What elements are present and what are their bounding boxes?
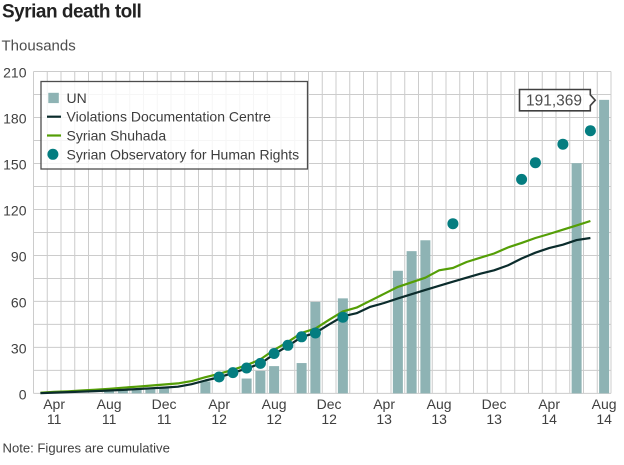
svg-text:60: 60 xyxy=(11,295,27,311)
svg-text:Dec: Dec xyxy=(317,396,342,412)
svg-text:Apr: Apr xyxy=(373,396,395,412)
svg-text:Syrian death toll: Syrian death toll xyxy=(2,1,141,22)
svg-text:Aug: Aug xyxy=(97,396,122,412)
svg-text:Aug: Aug xyxy=(262,396,287,412)
svg-text:Dec: Dec xyxy=(152,396,177,412)
svg-text:120: 120 xyxy=(3,203,27,219)
svg-text:Aug: Aug xyxy=(427,396,452,412)
svg-text:Apr: Apr xyxy=(208,396,230,412)
svg-text:13: 13 xyxy=(376,411,392,427)
svg-text:Syrian Observatory for Human R: Syrian Observatory for Human Rights xyxy=(67,146,300,162)
svg-text:12: 12 xyxy=(321,411,337,427)
svg-text:0: 0 xyxy=(19,387,27,403)
svg-text:180: 180 xyxy=(3,111,27,127)
svg-text:14: 14 xyxy=(541,411,557,427)
svg-text:Dec: Dec xyxy=(482,396,507,412)
svg-text:11: 11 xyxy=(102,411,117,427)
svg-text:11: 11 xyxy=(157,411,172,427)
svg-text:13: 13 xyxy=(431,411,447,427)
svg-text:UN: UN xyxy=(67,90,87,106)
svg-text:Apr: Apr xyxy=(43,396,65,412)
svg-text:Violations Documentation Centr: Violations Documentation Centre xyxy=(67,109,272,125)
svg-text:150: 150 xyxy=(3,157,27,173)
svg-text:30: 30 xyxy=(11,341,27,357)
svg-text:Note: Figures are cumulative: Note: Figures are cumulative xyxy=(3,441,170,456)
svg-text:Syrian Shuhada: Syrian Shuhada xyxy=(67,128,167,144)
svg-text:Apr: Apr xyxy=(538,396,560,412)
svg-text:Aug: Aug xyxy=(592,396,617,412)
svg-text:13: 13 xyxy=(486,411,502,427)
svg-text:210: 210 xyxy=(3,65,27,81)
svg-text:Thousands: Thousands xyxy=(2,37,76,54)
svg-text:90: 90 xyxy=(11,249,27,265)
svg-text:12: 12 xyxy=(266,411,282,427)
svg-text:11: 11 xyxy=(47,411,62,427)
svg-text:12: 12 xyxy=(211,411,227,427)
svg-text:14: 14 xyxy=(596,411,612,427)
svg-text:191,369: 191,369 xyxy=(526,92,582,109)
